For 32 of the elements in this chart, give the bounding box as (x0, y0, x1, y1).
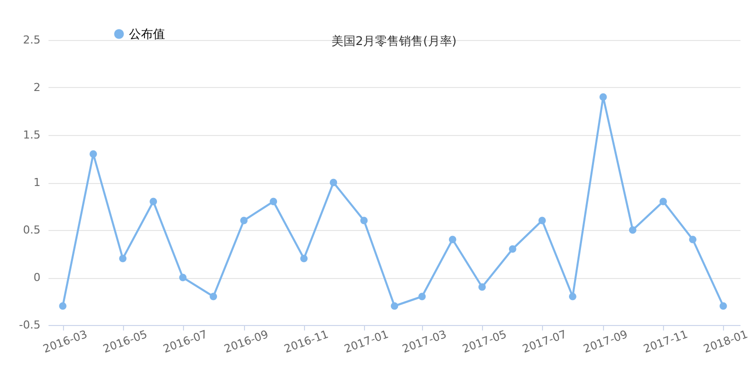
point (90, 150, 97, 158)
point (720, 302, 727, 310)
point (330, 178, 338, 186)
point (179, 274, 187, 282)
point (629, 226, 636, 234)
point (689, 236, 696, 244)
point (270, 198, 278, 206)
y-tick-label: 0.5 (23, 224, 40, 236)
y-tick-label: 0 (34, 271, 40, 284)
point (448, 236, 456, 244)
point (660, 198, 667, 206)
point (390, 302, 398, 310)
point (59, 302, 66, 310)
point (478, 283, 486, 291)
point (119, 254, 127, 262)
y-tick-label: 2 (34, 81, 40, 94)
point (240, 216, 248, 224)
point (210, 292, 218, 300)
point (418, 292, 426, 300)
point (568, 292, 576, 300)
point (508, 245, 516, 253)
y-tick-label: -0.5 (19, 318, 40, 332)
legend-label: 公布值 (129, 27, 165, 41)
point (360, 216, 368, 224)
chart-title: 美国2月零售销售(月率) (332, 34, 456, 48)
point (300, 254, 308, 262)
y-tick-label: 2.5 (23, 34, 40, 46)
y-tick-label: 1.5 (23, 128, 40, 142)
point (599, 93, 607, 101)
point (538, 216, 546, 224)
point (150, 198, 158, 206)
y-tick-label: 1 (34, 176, 40, 189)
